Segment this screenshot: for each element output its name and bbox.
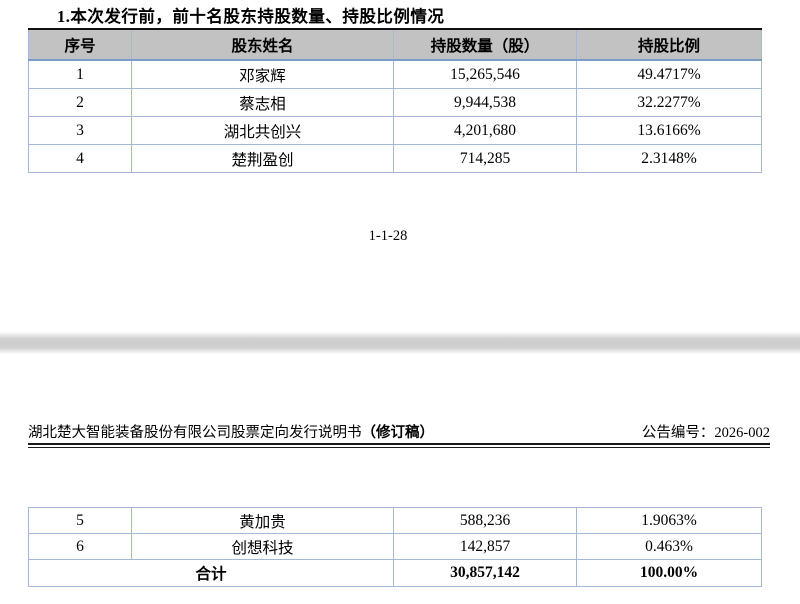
total-ratio: 100.00%	[576, 559, 762, 587]
cell-name: 楚荆盈创	[131, 144, 394, 173]
announcement-number: 公告编号：2026-002	[641, 425, 770, 441]
total-label: 合计	[28, 559, 394, 587]
shareholders-table-page2: 5 黄加贵 588,236 1.9063% 6 创想科技 142,857 0.4…	[28, 507, 762, 587]
cell-shares: 142,857	[393, 533, 577, 560]
col-header-no: 序号	[28, 28, 132, 61]
header-divider-rule	[28, 443, 770, 448]
cell-no: 2	[28, 88, 132, 117]
shareholders-table-page1: 序号 股东姓名 持股数量（股） 持股比例 1 邓家辉 15,265,546 49…	[28, 28, 762, 173]
doc-title-revision-suffix: （修订稿）	[361, 425, 435, 441]
col-header-shares: 持股数量（股）	[393, 28, 577, 61]
col-header-ratio: 持股比例	[576, 28, 762, 61]
table-row: 3 湖北共创兴 4,201,680 13.6166%	[28, 116, 762, 145]
cell-shares: 588,236	[393, 507, 577, 534]
cell-no: 6	[28, 533, 132, 560]
page2-running-header: 湖北楚大智能装备股份有限公司股票定向发行说明书（修订稿） 公告编号：2026-0…	[28, 421, 770, 442]
cell-no: 3	[28, 116, 132, 145]
cell-shares: 714,285	[393, 144, 577, 173]
cell-ratio: 2.3148%	[576, 144, 762, 173]
table-row: 4 楚荆盈创 714,285 2.3148%	[28, 144, 762, 173]
table-row: 2 蔡志相 9,944,538 32.2277%	[28, 88, 762, 117]
page-separator	[0, 332, 800, 354]
cell-shares: 4,201,680	[393, 116, 577, 145]
cell-shares: 9,944,538	[393, 88, 577, 117]
cell-ratio: 49.4717%	[576, 59, 762, 89]
cell-ratio: 1.9063%	[576, 507, 762, 534]
table-row: 1 邓家辉 15,265,546 49.4717%	[28, 59, 762, 89]
cell-shares: 15,265,546	[393, 59, 577, 89]
cell-no: 4	[28, 144, 132, 173]
total-shares: 30,857,142	[393, 559, 577, 587]
col-header-name: 股东姓名	[131, 28, 394, 61]
table-total-row: 合计 30,857,142 100.00%	[28, 559, 762, 587]
cell-no: 1	[28, 59, 132, 89]
table-row: 6 创想科技 142,857 0.463%	[28, 533, 762, 560]
cell-name: 创想科技	[131, 533, 394, 560]
cell-name: 蔡志相	[131, 88, 394, 117]
cell-name: 湖北共创兴	[131, 116, 394, 145]
page-number: 1-1-28	[368, 228, 408, 244]
cell-name: 邓家辉	[131, 59, 394, 89]
cell-name: 黄加贵	[131, 507, 394, 534]
cell-no: 5	[28, 507, 132, 534]
table-header-row: 序号 股东姓名 持股数量（股） 持股比例	[28, 28, 762, 61]
cell-ratio: 0.463%	[576, 533, 762, 560]
doc-title: 湖北楚大智能装备股份有限公司股票定向发行说明书（修订稿）	[28, 421, 434, 442]
section-title: 1.本次发行前，前十名股东持股数量、持股比例情况	[57, 7, 445, 26]
cell-ratio: 13.6166%	[576, 116, 762, 145]
cell-ratio: 32.2277%	[576, 88, 762, 117]
doc-title-main: 湖北楚大智能装备股份有限公司股票定向发行说明书	[28, 425, 362, 441]
table-row: 5 黄加贵 588,236 1.9063%	[28, 507, 762, 534]
